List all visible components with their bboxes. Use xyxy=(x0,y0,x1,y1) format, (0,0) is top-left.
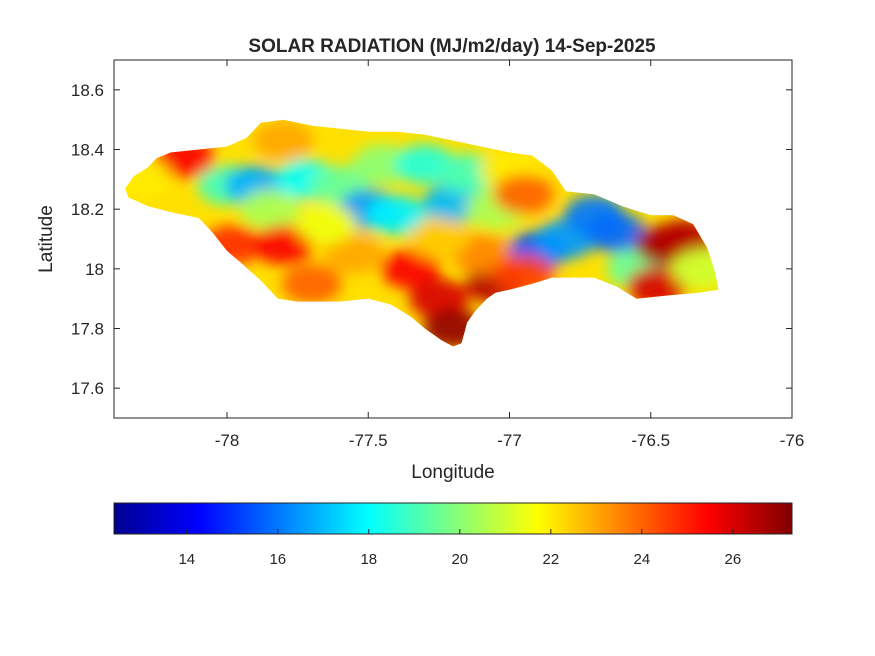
x-tick-label: -76 xyxy=(780,431,805,450)
colorbar-tick-label: 14 xyxy=(178,551,195,568)
colorbar xyxy=(113,502,793,535)
x-tick-label: -77.5 xyxy=(349,431,388,450)
colorbar-ticks: 14 16 18 20 22 24 26 xyxy=(178,529,741,568)
x-tick-label: -77 xyxy=(497,431,522,450)
heatmap-cell xyxy=(380,248,441,289)
colorbar-tick-label: 26 xyxy=(725,551,742,568)
y-tick-label: 18.2 xyxy=(71,200,104,219)
y-tick-label: 17.6 xyxy=(71,379,104,398)
heatmap-cell xyxy=(295,204,356,245)
colorbar-tick-label: 20 xyxy=(451,551,468,568)
x-axis-ticks: -78 -77.5 -77 -76.5 -76 xyxy=(215,60,805,450)
heatmap-cell xyxy=(408,219,469,259)
y-axis-label: Latitude xyxy=(36,205,57,273)
chart-title: SOLAR RADIATION (MJ/m2/day) 14-Sep-2025 xyxy=(248,36,656,57)
heatmap-cell xyxy=(253,120,314,161)
plot-frame xyxy=(113,59,793,419)
heatmap-cell xyxy=(239,189,300,230)
colorbar-tick-label: 16 xyxy=(269,551,286,568)
island-heatmap xyxy=(125,119,719,347)
x-axis-label: Longitude xyxy=(411,462,494,483)
colorbar-tick-label: 22 xyxy=(542,551,559,568)
y-axis-ticks: 17.6 17.8 18 18.2 18.4 18.6 xyxy=(71,81,792,398)
heatmap-cell xyxy=(586,213,647,253)
heatmap-cell xyxy=(352,144,413,185)
heatmap-cell xyxy=(253,225,314,265)
y-tick-label: 18 xyxy=(85,260,104,279)
heatmap-cell xyxy=(281,263,342,304)
colorbar-tick-label: 18 xyxy=(360,551,377,568)
y-tick-label: 17.8 xyxy=(71,320,104,339)
heatmap-cell xyxy=(493,174,554,215)
heatmap-cell xyxy=(366,195,427,236)
heatmap-hotspots xyxy=(125,120,719,347)
heatmap-cell xyxy=(324,233,385,274)
x-tick-label: -76.5 xyxy=(631,431,670,450)
colorbar-tick-label: 24 xyxy=(633,551,650,568)
y-tick-label: 18.4 xyxy=(71,141,104,160)
y-tick-label: 18.6 xyxy=(71,81,104,100)
x-tick-label: -78 xyxy=(215,431,240,450)
